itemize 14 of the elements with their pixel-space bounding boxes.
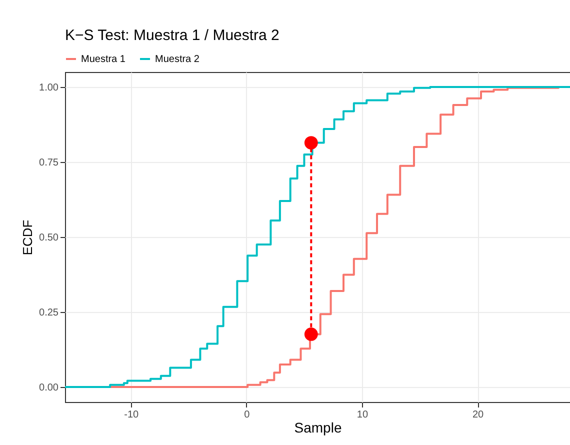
y-tick-label: 0.50 <box>39 232 59 244</box>
legend-label: Muestra 2 <box>155 54 200 65</box>
y-tick-label: 1.00 <box>39 82 59 94</box>
x-axis-title: Sample <box>294 420 342 436</box>
y-axis-title: ECDF <box>20 220 36 256</box>
y-tick-label: 0.75 <box>39 158 59 168</box>
x-tick-label: 0 <box>244 410 250 420</box>
legend-label: Muestra 1 <box>81 54 126 65</box>
x-tick-label: 10 <box>356 410 368 420</box>
x-tick-label: 20 <box>472 410 484 420</box>
x-tick-label: -10 <box>124 410 140 420</box>
y-tick-label: 0.00 <box>39 382 59 394</box>
chart-title: K−S Test: Muestra 1 / Muestra 2 <box>65 27 280 44</box>
y-tick-label: 0.25 <box>39 308 59 318</box>
